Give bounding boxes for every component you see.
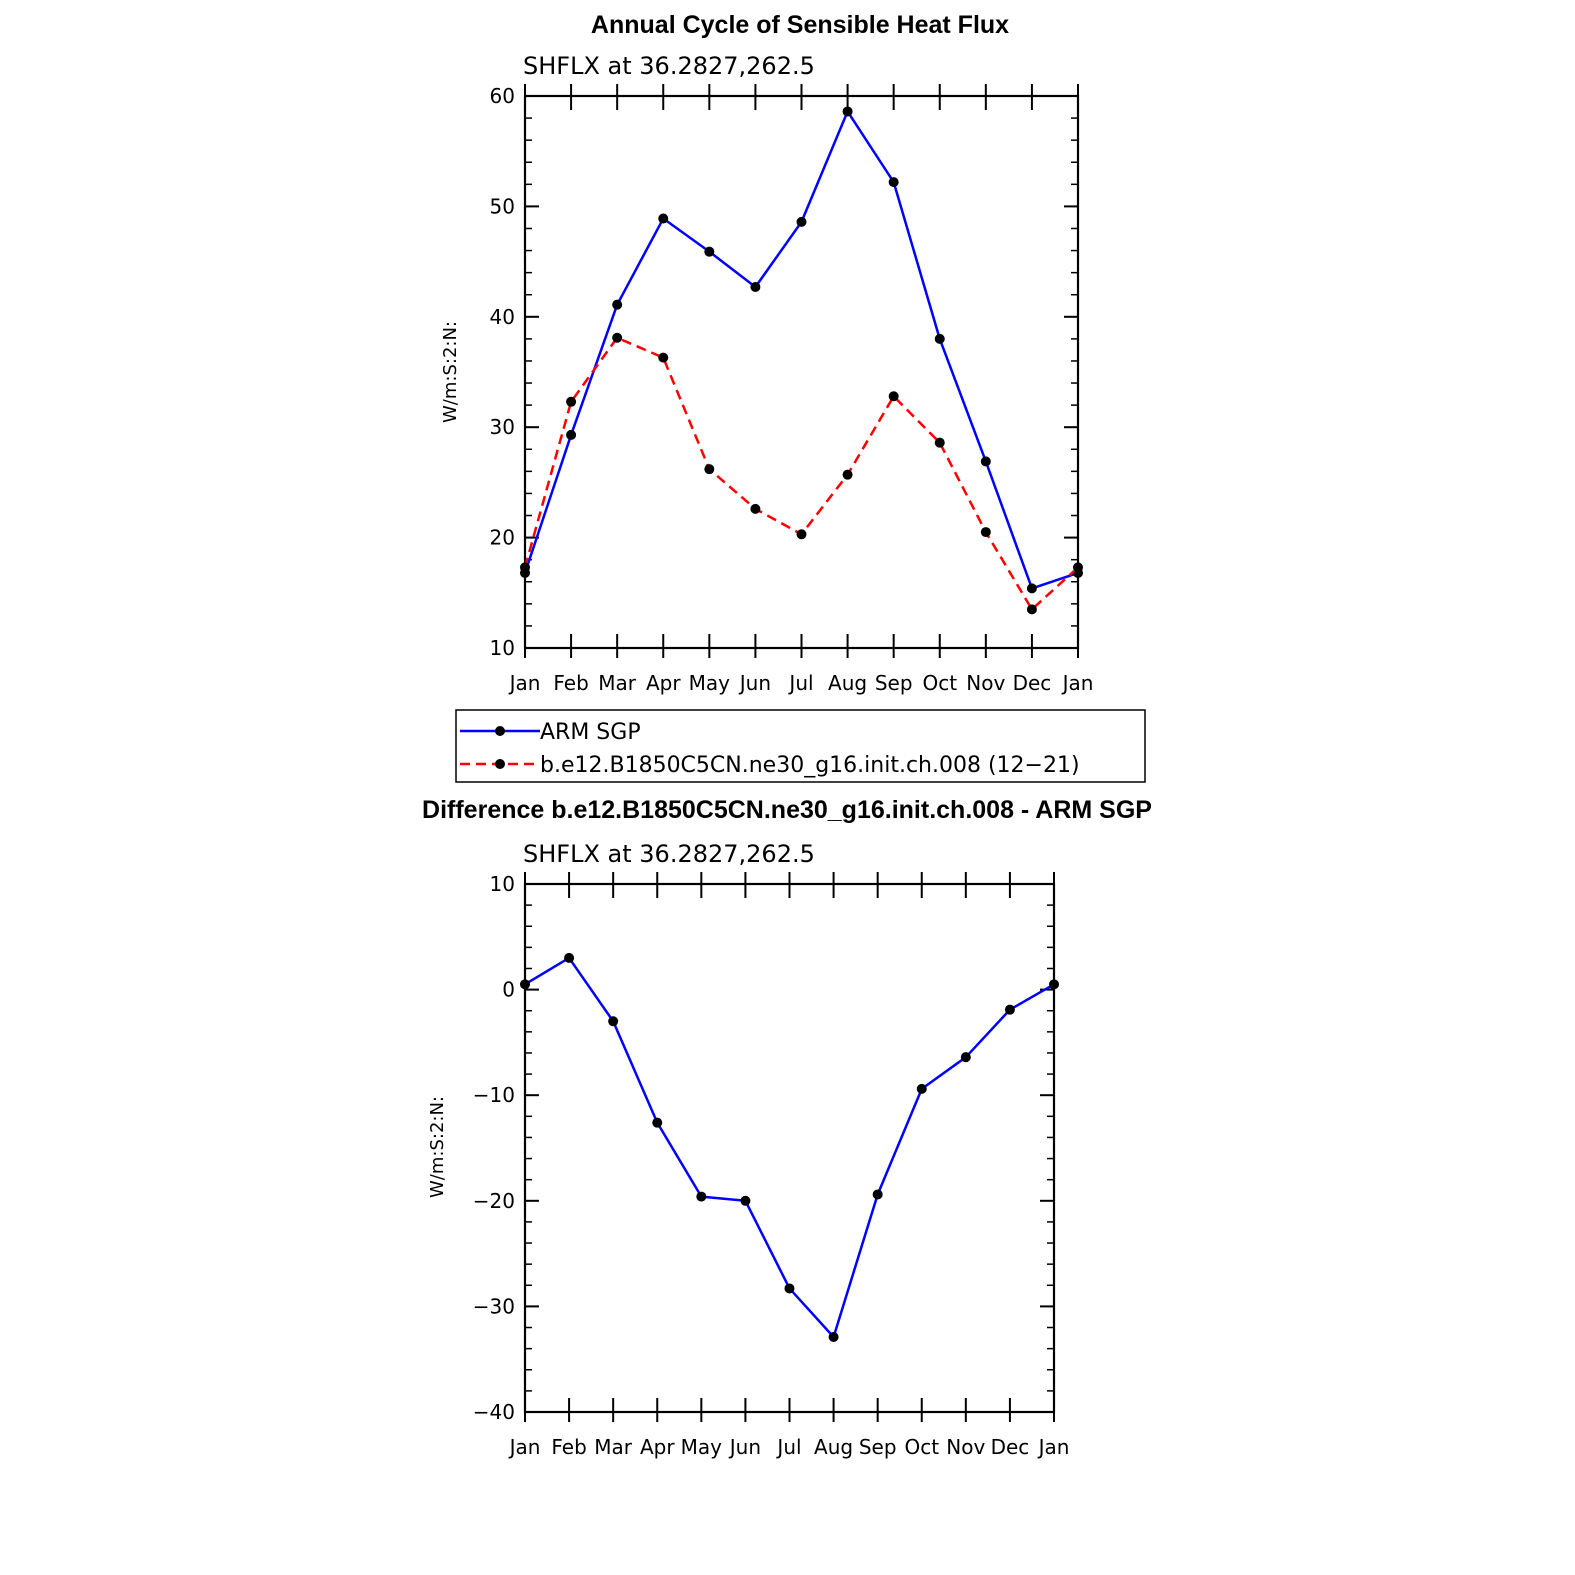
y-tick-label: −20: [473, 1189, 515, 1213]
y-tick-label: −30: [473, 1294, 515, 1318]
series-0-point: [520, 979, 530, 990]
series-0-point: [704, 246, 715, 257]
series-0-point: [740, 1195, 751, 1206]
series-1-point: [842, 469, 853, 480]
x-tick-label: Mar: [598, 671, 637, 695]
series-0-point: [608, 1016, 619, 1027]
x-tick-label: Jul: [787, 671, 813, 695]
y-tick-label: −40: [473, 1400, 515, 1424]
x-tick-label: Feb: [553, 671, 588, 695]
y-tick-label: 10: [490, 872, 515, 896]
x-tick-label: Jun: [728, 1435, 761, 1459]
series-1-point: [704, 464, 715, 475]
y-tick-label: 20: [490, 526, 515, 550]
series-1-point: [888, 391, 899, 402]
difference-chart: Difference b.e12.B1850C5CN.ne30_g16.init…: [422, 796, 1152, 1459]
y-tick-label: 30: [490, 415, 515, 439]
x-tick-label: Dec: [991, 1435, 1030, 1459]
y-axis-label: W/m:S:2:N:: [427, 1096, 448, 1198]
series-0-point: [750, 281, 761, 292]
series-1-point: [796, 529, 807, 540]
series-0-point: [872, 1189, 883, 1200]
series-0-point: [842, 106, 853, 117]
legend-marker-model: [495, 759, 505, 769]
series-0-point: [566, 429, 577, 440]
series-1-point: [1073, 562, 1083, 573]
series-1-point: [750, 503, 761, 514]
x-tick-label: Jan: [508, 1435, 541, 1459]
y-tick-label: −10: [473, 1083, 515, 1107]
legend-label-model: b.e12.B1850C5CN.ne30_g16.init.ch.008 (12…: [540, 753, 1080, 778]
chart-subtitle: SHFLX at 36.2827,262.5: [523, 52, 815, 80]
series-0-point: [612, 299, 623, 310]
x-tick-label: Feb: [551, 1435, 586, 1459]
series-0-point: [980, 456, 991, 467]
x-tick-label: Nov: [946, 1435, 985, 1459]
series-0-point: [1049, 979, 1059, 990]
x-tick-label: Dec: [1013, 671, 1052, 695]
series-1-point: [1026, 604, 1037, 615]
annual-cycle-chart: Annual Cycle of Sensible Heat Flux SHFLX…: [440, 11, 1093, 695]
series-1-point: [520, 562, 530, 573]
series-0-point: [696, 1191, 707, 1202]
x-tick-label: Sep: [859, 1435, 897, 1459]
x-tick-label: Jan: [1061, 671, 1094, 695]
series-1-point: [612, 332, 623, 343]
series-line-0: [523, 110, 1079, 590]
series-line-0: [524, 956, 1055, 1339]
series-0-point: [784, 1283, 795, 1294]
x-tick-label: Sep: [875, 671, 913, 695]
series-line-1: [523, 336, 1079, 611]
series-0-point: [1026, 583, 1037, 594]
x-tick-label: Apr: [646, 671, 681, 695]
series-0-point: [796, 216, 807, 227]
y-axis-label: W/m:S:2:N:: [440, 321, 461, 423]
legend: ARM SGP b.e12.B1850C5CN.ne30_g16.init.ch…: [455, 709, 1146, 783]
y-tick-label: 50: [490, 194, 515, 218]
x-tick-label: May: [681, 1435, 723, 1459]
legend-box: [455, 709, 1146, 783]
x-tick-label: Apr: [640, 1435, 675, 1459]
series-0-point: [934, 333, 945, 344]
x-tick-label: Jan: [1037, 1435, 1070, 1459]
x-tick-label: Nov: [966, 671, 1005, 695]
x-tick-label: Oct: [904, 1435, 939, 1459]
plot-frame: [523, 882, 1056, 1414]
x-tick-label: Oct: [922, 671, 957, 695]
x-tick-label: Jun: [738, 671, 771, 695]
series-0-point: [652, 1117, 663, 1128]
series-0-point: [1004, 1004, 1015, 1015]
x-tick-label: May: [689, 671, 731, 695]
legend-marker-arm-sgp: [495, 726, 505, 736]
y-tick-label: 0: [502, 978, 515, 1002]
series-0-point: [888, 177, 899, 188]
series-0-point: [564, 952, 575, 963]
chart-subtitle: SHFLX at 36.2827,262.5: [523, 840, 815, 868]
series-0-point: [916, 1083, 927, 1094]
legend-label-arm-sgp: ARM SGP: [540, 720, 641, 745]
plot-frame: [523, 94, 1080, 650]
series-0-point: [828, 1332, 839, 1343]
y-tick-label: 60: [490, 84, 515, 108]
series-0-point: [658, 213, 669, 224]
y-tick-label: 40: [490, 305, 515, 329]
x-tick-label: Mar: [594, 1435, 633, 1459]
series-0-point: [960, 1052, 971, 1063]
series-1-point: [980, 527, 991, 538]
series-1-point: [566, 396, 577, 407]
x-tick-label: Jul: [775, 1435, 801, 1459]
x-tick-label: Jan: [508, 671, 541, 695]
x-tick-label: Aug: [814, 1435, 853, 1459]
chart-title: Difference b.e12.B1850C5CN.ne30_g16.init…: [422, 796, 1152, 824]
series-1-point: [658, 352, 669, 363]
x-tick-label: Aug: [828, 671, 867, 695]
y-tick-label: 10: [490, 636, 515, 660]
series-1-point: [934, 437, 945, 448]
chart-title: Annual Cycle of Sensible Heat Flux: [591, 11, 1009, 39]
